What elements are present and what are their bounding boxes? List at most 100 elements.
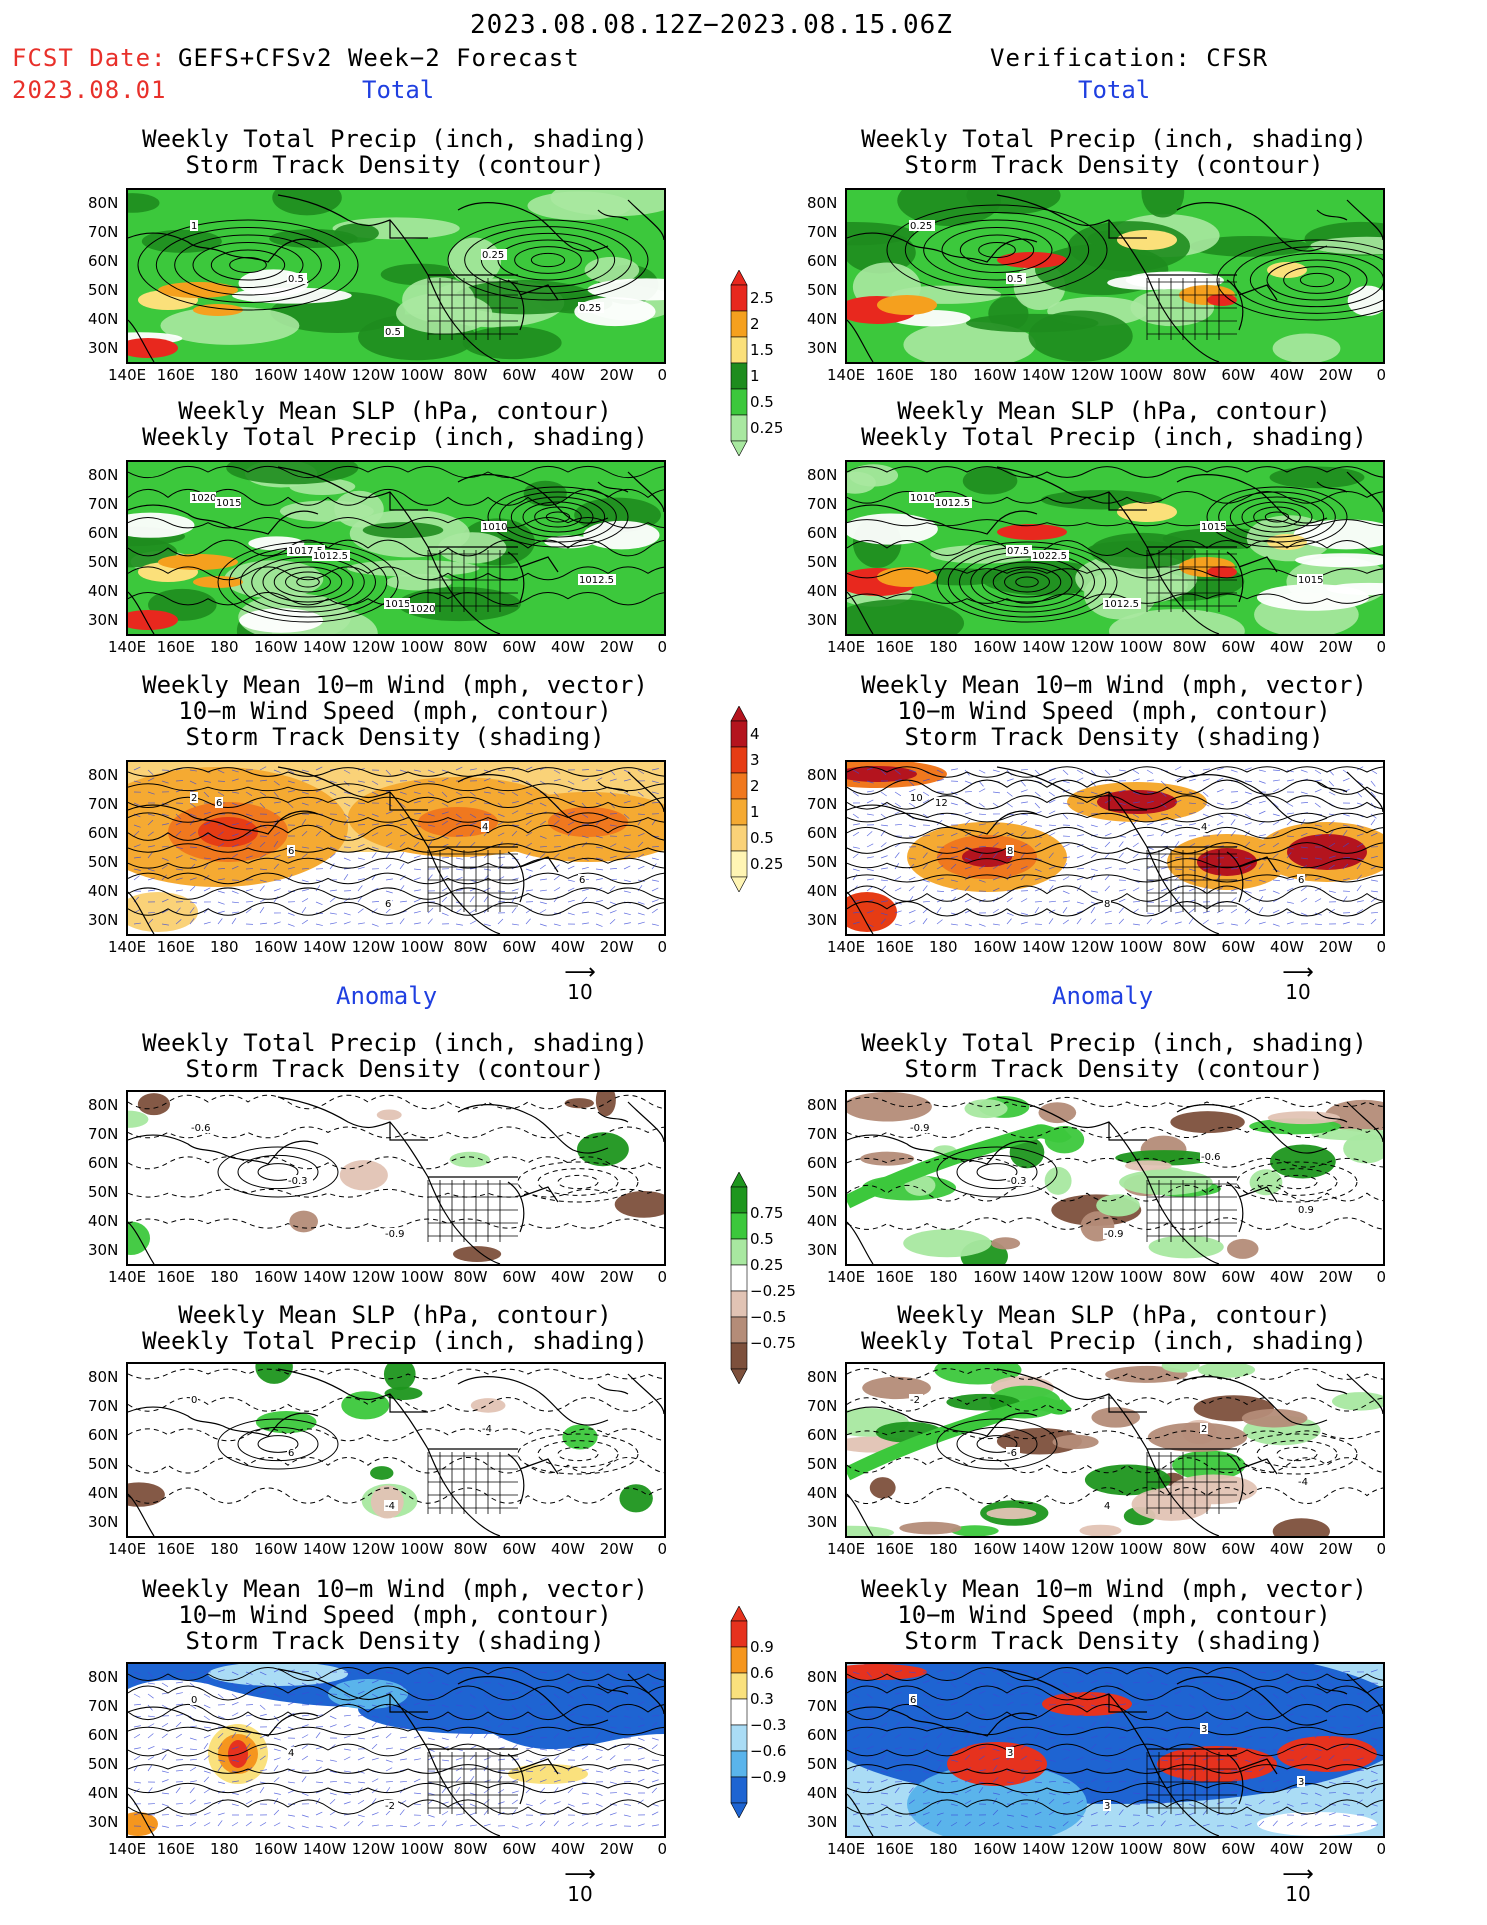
longitude-label: 0 (657, 1540, 668, 1558)
longitude-label: 180 (209, 638, 239, 656)
latitude-label: 80N (807, 1668, 838, 1686)
contour-label: 1010 (482, 522, 507, 533)
verification-label: Verification: CFSR (990, 44, 1269, 72)
longitude-label: 0 (1376, 1840, 1387, 1858)
latitude-label: 40N (807, 1484, 838, 1502)
longitude-label: 40W (1270, 1268, 1304, 1286)
colorbar-anom-precip (724, 1171, 754, 1388)
colorbar-segment (730, 850, 748, 878)
longitude-label: 60W (502, 366, 537, 384)
latitude-label: 60N (807, 1426, 838, 1444)
latitude-label: 80N (88, 1668, 119, 1686)
longitude-label: 60W (1221, 1840, 1256, 1858)
longitude-label: 140W (1021, 1540, 1066, 1558)
contour-label: 1022.5 (1032, 551, 1067, 562)
map-ob-total-slp: 1010 07.5 1012.5 1015 1015 1012.5 1022.5 (845, 460, 1385, 636)
latitude-label: 80N (807, 1096, 838, 1114)
longitude-label: 100W (1119, 638, 1163, 656)
longitude-label: 140W (1021, 638, 1066, 656)
panel-title-ob-wind: Weekly Mean 10−m Wind (mph, vector) 10−m … (861, 671, 1367, 751)
panel-title-fc-slp: Weekly Mean SLP (hPa, contour) Weekly Tot… (142, 397, 648, 451)
longitude-label: 100W (400, 638, 444, 656)
latitude-label: 30N (88, 339, 119, 357)
longitude-label: 0 (657, 366, 668, 384)
vector-reference-ob-anom: ⟶ 10 (1268, 1864, 1328, 1907)
section-anomaly-right: Anomaly (1052, 982, 1154, 1010)
map-ob-anom-slp: -2 -6 4 2 -4 (845, 1362, 1385, 1538)
longitude-label: 160W (973, 1840, 1017, 1858)
longitude-label: 40W (1270, 366, 1304, 384)
panel-title-fc-anom-precip: Weekly Total Precip (inch, shading) Storm… (142, 1029, 648, 1083)
latitude-label: 40N (807, 1212, 838, 1230)
colorbar-label: 0.3 (750, 1690, 774, 1708)
latitude-label: 40N (807, 882, 838, 900)
longitude-label: 60W (1221, 938, 1256, 956)
section-anomaly-left: Anomaly (336, 982, 438, 1010)
longitude-label: 160E (875, 366, 914, 384)
map-ob-anom-precip-track: -0.9 -0.3 -0.9 -0.6 0.9 (845, 1090, 1385, 1266)
longitude-label: 40W (551, 938, 585, 956)
longitude-label: 160E (156, 638, 195, 656)
longitude-label: 160W (254, 1268, 298, 1286)
longitude-label: 120W (1070, 638, 1115, 656)
period-title: 2023.08.08.12Z−2023.08.15.06Z (470, 10, 953, 40)
longitude-label: 120W (351, 1268, 396, 1286)
arrow-icon: ⟶ (564, 960, 596, 985)
longitude-label: 160E (156, 1268, 195, 1286)
contour-label: 0.25 (579, 303, 601, 314)
latitude-label: 40N (88, 310, 119, 328)
longitude-label: 20W (1318, 366, 1353, 384)
longitude-label: 0 (1376, 1268, 1387, 1286)
latitude-label: 30N (807, 911, 838, 929)
colorbar-label: 2.5 (750, 289, 774, 307)
map-fc-anom-slp: 0 6 -4 -4 (126, 1362, 666, 1538)
contour-label: 2 (191, 793, 197, 804)
longitude-label: 100W (1119, 1840, 1163, 1858)
fcst-source: GEFS+CFSv2 Week−2 Forecast (178, 44, 580, 72)
panel-title-fc-anom-slp: Weekly Mean SLP (hPa, contour) Weekly Tot… (142, 1301, 648, 1355)
latitude-label: 30N (88, 1241, 119, 1259)
longitude-label: 20W (1318, 1840, 1353, 1858)
colorbar-segment (730, 440, 748, 457)
longitude-label: 120W (351, 938, 396, 956)
contour-label: 0.25 (482, 250, 504, 261)
latitude-label: 80N (807, 466, 838, 484)
map-fc-total-slp: 1020 1017.5 1015 1010 1012.5 1015 1012.5 1020 (126, 460, 666, 636)
latitude-label: 40N (88, 882, 119, 900)
colorbar-segment (730, 336, 748, 364)
latitude-label: 80N (807, 194, 838, 212)
contour-label: -0.3 (1007, 1176, 1027, 1187)
contour-label: 3 (1104, 1801, 1110, 1812)
longitude-label: 160W (254, 1840, 298, 1858)
colorbar-label: 0.6 (750, 1664, 774, 1682)
longitude-label: 160E (156, 938, 195, 956)
colorbar-segment (730, 1620, 748, 1648)
longitude-label: 140E (827, 938, 866, 956)
longitude-label: 60W (502, 1840, 537, 1858)
map-fc-total-wind: 2 6 6 4 6 6 (126, 760, 666, 936)
colorbar-label: 4 (750, 725, 760, 743)
longitude-label: 40W (551, 1268, 585, 1286)
contour-label: 1015 (1201, 522, 1226, 533)
contour-label: 3 (1298, 1777, 1304, 1788)
panel-title-fc-wind: Weekly Mean 10−m Wind (mph, vector) 10−m … (142, 671, 648, 751)
colorbar-segment (730, 1698, 748, 1726)
map-fc-anom-precip-track: -0.6 -0.3 -0.9 (126, 1090, 666, 1266)
longitude-label: 160E (156, 1540, 195, 1558)
fcst-date-label: FCST Date: (12, 44, 167, 72)
latitude-label: 80N (88, 766, 119, 784)
longitude-label: 100W (1119, 1540, 1163, 1558)
colorbar-label: 0.5 (750, 1230, 774, 1248)
longitude-label: 0 (1376, 1540, 1387, 1558)
latitude-label: 60N (88, 524, 119, 542)
colorbar-segment (730, 1342, 748, 1370)
longitude-label: 60W (1221, 1268, 1256, 1286)
longitude-label: 140W (302, 1540, 347, 1558)
colorbar-segment (730, 798, 748, 826)
latitude-label: 50N (88, 853, 119, 871)
section-total-left: Total (362, 76, 435, 104)
latitude-label: 50N (807, 1455, 838, 1473)
longitude-label: 160W (973, 366, 1017, 384)
contour-label: 3 (1201, 1724, 1207, 1735)
longitude-label: 20W (1318, 1540, 1353, 1558)
